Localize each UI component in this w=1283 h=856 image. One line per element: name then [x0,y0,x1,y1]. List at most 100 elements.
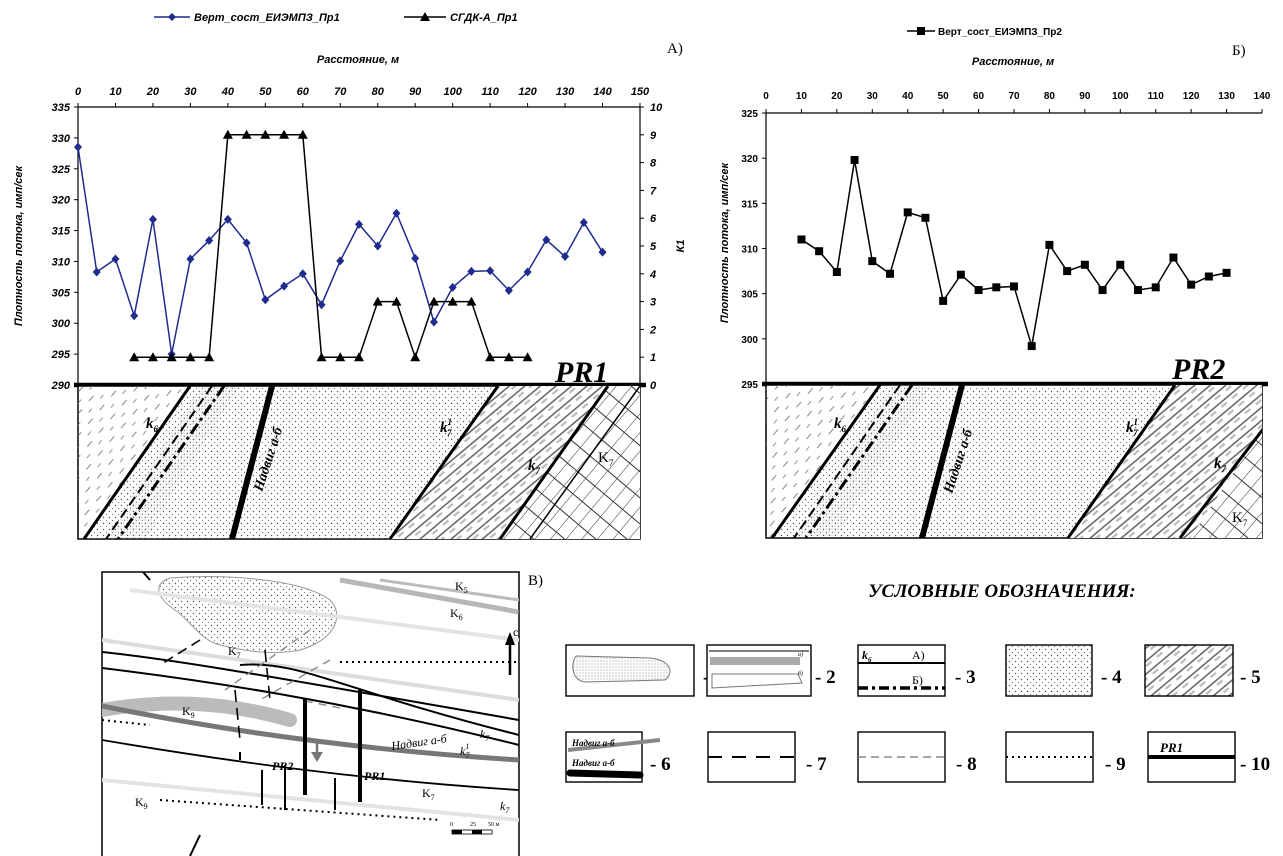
panel-label-b: Б) [1232,43,1246,59]
geo-a-K7: K7 [598,450,614,468]
data-point [429,317,438,327]
y2-axis-label-a: К1 [675,240,687,253]
data-point [335,352,346,362]
data-point [1063,267,1072,276]
data-point [372,296,383,306]
x-tick-label: 20 [146,86,160,98]
data-point [392,208,401,218]
map-K9: K9 [182,704,195,720]
x-tick-label: 50 [259,86,272,98]
data-point [523,267,532,277]
svg-text:0: 0 [450,822,453,828]
y2-tick-label: 4 [649,269,656,281]
data-point [485,352,496,362]
data-point [148,214,157,224]
data-point [222,129,233,139]
data-point [832,267,841,276]
svg-text:- 8: - 8 [956,754,977,775]
data-point [1116,260,1125,269]
data-point [130,311,139,321]
data-point [297,129,308,139]
axes-a: 0 10 20 30 40 50 60 70 80 90 100 110 120 130 140 150290… [51,86,663,392]
y-tick-label: 320 [741,154,758,165]
x-tick-label: 150 [631,86,650,98]
data-point [317,300,326,310]
x-tick-label: 60 [297,86,310,98]
y-tick-label: 310 [52,256,71,268]
legend-a: Верт_сост_ЕИЭМПЗ_Пр1 СГДК-А_Пр1 [154,12,518,24]
x-tick-label: 70 [334,86,347,98]
svg-text:Надвиг а-б: Надвиг а-б [571,758,615,768]
x-tick-label: 40 [221,86,235,98]
y2-tick-label: 2 [649,324,656,336]
legend-marker-diamond [168,13,176,21]
y2-tick-label: 10 [650,102,663,114]
legend-marker-triangle [420,12,430,21]
data-point [850,155,859,164]
legend-item-10: PR1 - 10 [1147,731,1270,783]
data-point [336,256,345,266]
data-point [204,352,215,362]
geo-b-k7: k7 [1214,456,1227,474]
x-tick-label: 30 [184,86,197,98]
data-point [1187,280,1196,289]
data-point [280,281,289,291]
map-K6: K6 [450,606,463,622]
data-point [186,254,195,264]
data-point [448,282,457,292]
y-tick-label: 305 [741,290,758,301]
y2-tick-label: 9 [650,130,657,142]
legend-series-2: СГДК-А_Пр1 [450,12,518,24]
data-point [939,296,948,305]
svg-text:- 10: - 10 [1240,754,1270,775]
map-K7-b: K7 [422,786,435,802]
data-point [166,352,177,362]
data-point [1204,272,1213,281]
y2-tick-label: 3 [650,297,656,309]
x-tick-label: 30 [867,91,879,102]
legend-item-1: - 1 [565,644,724,697]
x-tick-label: 40 [902,91,914,102]
map-panel: В) [101,571,543,856]
data-point [903,208,912,217]
data-point [992,283,1001,292]
x-tick-label: 0 [763,91,769,102]
y-tick-label: 310 [741,245,758,256]
y-tick-label: 330 [52,133,71,145]
profile-title-pr1: PR1 [554,356,608,389]
x-tick-label: 100 [1112,91,1129,102]
y2-tick-label: 1 [650,352,656,364]
data-point [868,257,877,266]
legend-b: Верт_сост_ЕИЭМПЗ_Пр2 [907,27,1062,38]
x-axis-label-b: Расстояние, м [972,56,1054,68]
data-point [1222,268,1231,277]
data-point [260,129,271,139]
geo-a-k6: k6 [146,416,159,434]
data-point [261,295,270,305]
y-tick-label: 315 [52,226,71,238]
x-tick-label: 140 [593,86,612,98]
data-point [466,296,477,306]
data-point [1098,286,1107,295]
data-point [447,296,458,306]
x-tick-label: 90 [1079,91,1091,102]
geo-b-k6: k6 [834,416,847,434]
y-tick-label: 325 [741,109,758,120]
series-line-1 [801,159,1227,347]
y-axis-label-a: Плотность потока, имп/сек [13,165,25,327]
x-tick-label: 0 [75,86,82,98]
data-point [486,266,495,276]
data-point [815,247,824,256]
y2-tick-label: 5 [650,241,657,253]
profile-title-pr2: PR2 [1171,353,1225,386]
data-point [467,266,476,276]
x-tick-label: 140 [1254,91,1271,102]
y-tick-label: 300 [741,335,758,346]
data-point [921,213,930,222]
map-K7: K7 [228,644,241,660]
x-tick-label: 120 [1183,91,1200,102]
geo-a-k7-upper: k1 7 [440,417,452,438]
map-K5: K5 [455,579,468,595]
data-point [147,352,158,362]
